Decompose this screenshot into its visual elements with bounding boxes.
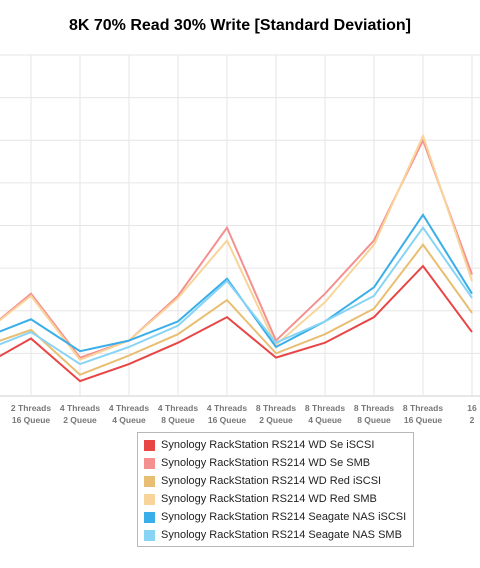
series-layer [0, 133, 473, 383]
legend-swatch [144, 475, 155, 487]
x-tick-label: 4 Threads 16 Queue [207, 403, 247, 425]
legend: Synology RackStation RS214 WD Se iSCSI Sy… [137, 432, 414, 547]
chart-title: 8K 70% Read 30% Write [Standard Deviatio… [68, 17, 412, 34]
series-line-5 [0, 213, 473, 353]
legend-label: Synology RackStation RS214 Seagate NAS i… [161, 511, 407, 523]
x-tick-label: 2 Threads 16 Queue [11, 403, 51, 425]
legend-label: Synology RackStation RS214 WD Red SMB [161, 493, 377, 505]
series-line-4 [0, 133, 473, 361]
x-tick-label: 8 Threads 2 Queue [256, 403, 296, 425]
legend-item[interactable]: Synology RackStation RS214 Seagate NAS i… [144, 508, 413, 526]
x-tick-label: 4 Threads 2 Queue [60, 403, 100, 425]
legend-swatch [144, 529, 155, 541]
legend-label: Synology RackStation RS214 WD Red iSCSI [161, 475, 382, 487]
series-line-1 [0, 264, 473, 383]
x-tick-label: 8 Threads 8 Queue [354, 403, 394, 425]
x-tick-label: 8 Threads 16 Queue [403, 403, 443, 425]
legend-item[interactable]: Synology RackStation RS214 WD Red iSCSI [144, 472, 413, 490]
x-tick-label: 16 2 [467, 403, 477, 425]
series-line-3 [0, 243, 473, 376]
legend-swatch [144, 439, 155, 451]
legend-swatch [144, 457, 155, 469]
legend-label: Synology RackStation RS214 WD Se SMB [161, 457, 371, 469]
legend-label: Synology RackStation RS214 Seagate NAS S… [161, 529, 402, 541]
x-tick-label: 8 Threads 4 Queue [305, 403, 345, 425]
legend-item[interactable]: Synology RackStation RS214 WD Se iSCSI [144, 436, 413, 454]
x-tick-label: 4 Threads 4 Queue [109, 403, 149, 425]
series-line-6 [0, 225, 473, 366]
legend-item[interactable]: Synology RackStation RS214 WD Red SMB [144, 490, 413, 508]
legend-swatch [144, 493, 155, 505]
legend-label: Synology RackStation RS214 WD Se iSCSI [161, 439, 375, 451]
legend-item[interactable]: Synology RackStation RS214 Seagate NAS S… [144, 526, 413, 544]
legend-swatch [144, 511, 155, 523]
legend-item[interactable]: Synology RackStation RS214 WD Se SMB [144, 454, 413, 472]
x-tick-label: 4 Threads 8 Queue [158, 403, 198, 425]
